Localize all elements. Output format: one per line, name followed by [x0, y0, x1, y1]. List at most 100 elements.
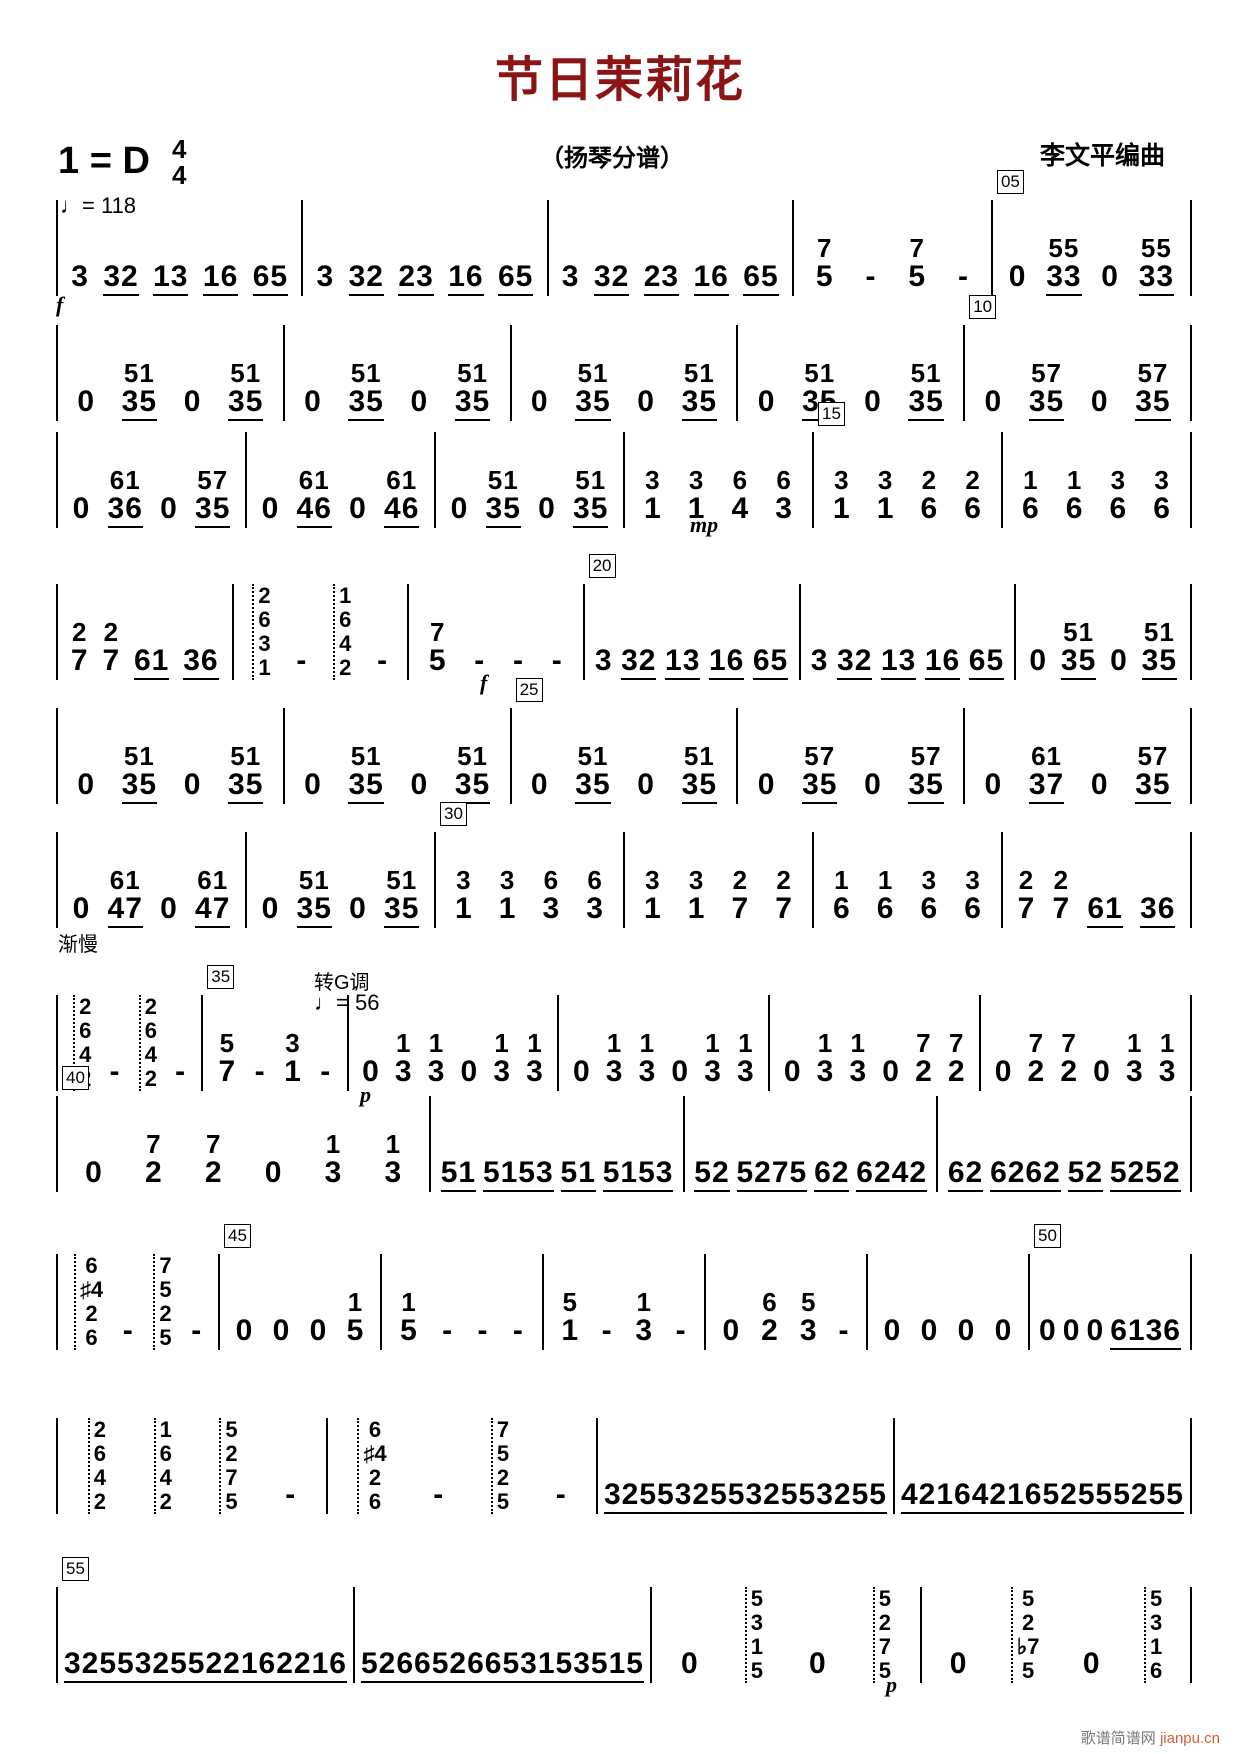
- note-group: 5255: [1042, 1480, 1114, 1514]
- note-group: 0: [758, 770, 776, 804]
- upper-notes: 1: [401, 1287, 417, 1317]
- lower-notes: 35: [681, 770, 718, 804]
- note-group: 5153: [602, 1158, 674, 1192]
- upper-notes: 51: [577, 741, 609, 771]
- measure-number: 40: [62, 1066, 89, 1090]
- measure: 4216 4216 5255 5255: [895, 1418, 1192, 1514]
- note-group: 62: [947, 1158, 984, 1192]
- upper-notes: 61: [197, 865, 229, 895]
- lower-notes: 6: [920, 492, 939, 525]
- upper-notes: 3: [499, 865, 516, 895]
- note-group: 3255: [816, 1480, 887, 1514]
- stacked-notes: 57 35: [908, 742, 944, 804]
- notes: 32: [837, 646, 873, 680]
- lower-notes: 6: [1065, 492, 1084, 525]
- note-group: -: [296, 646, 307, 680]
- measure: 45 0 0 0 1 5: [220, 1224, 382, 1350]
- notes: 3255: [816, 1480, 887, 1514]
- notes: 0: [637, 385, 655, 418]
- tempo-marking-2: ♩= 56: [314, 990, 380, 1015]
- notes: 6136: [1110, 1316, 1181, 1350]
- lower-notes: 1: [498, 892, 517, 925]
- notes: 32: [593, 262, 630, 296]
- note-group: 6262: [990, 1158, 1061, 1192]
- notes: 0: [637, 768, 655, 801]
- chord-note: 6: [339, 607, 352, 632]
- chord-note: 1: [159, 1417, 172, 1442]
- upper-notes: 6: [587, 865, 603, 895]
- note-group: 2216: [276, 1649, 347, 1683]
- note-group: 65: [968, 646, 1005, 680]
- notes: 65: [252, 262, 289, 296]
- note-group: 0: [958, 1316, 976, 1350]
- chord-note: 4: [339, 631, 352, 656]
- score-system: 40 0 7 2 7 2 0 1 3 1 3 51 5153 51 5153 52 5275 62 6242 62 62…: [56, 1066, 1193, 1192]
- chord-note: 5: [159, 1277, 172, 1302]
- upper-notes: 1: [834, 865, 850, 895]
- notes: -: [175, 1055, 187, 1088]
- note-group: 13: [880, 646, 917, 680]
- notes: -: [109, 1055, 121, 1088]
- notes: 32: [103, 262, 139, 296]
- lower-notes: 35: [908, 387, 944, 421]
- note-group: -: [175, 1057, 186, 1091]
- note-group: 3: [595, 646, 613, 680]
- notes: -: [122, 1314, 134, 1347]
- lower-notes: 35: [454, 387, 491, 421]
- notes: 0: [984, 768, 1003, 801]
- note-group: 0: [73, 894, 91, 928]
- notes: 32: [621, 646, 657, 680]
- lower-notes: 1: [455, 892, 473, 925]
- notes: 51: [560, 1158, 596, 1192]
- lower-notes: 7: [1052, 892, 1071, 925]
- upper-notes: 1: [877, 865, 894, 895]
- upper-notes: 1: [1127, 1028, 1143, 1058]
- chord-note: 3: [258, 631, 271, 656]
- upper-notes: 3: [645, 465, 661, 495]
- score-system: 2 6 4 2 1 6 4 2 5 2 7 5-6 ♯4 2 6-7 5 2 5-3255 3255 3255 3255…: [56, 1418, 1192, 1514]
- note-group: 0: [531, 770, 549, 804]
- note-group: 5275: [736, 1158, 808, 1192]
- note-group: 0: [758, 387, 776, 421]
- lower-notes: 3: [1158, 1055, 1177, 1088]
- chord-note: 6: [368, 1417, 382, 1442]
- score-system: 0 61 47 0 61 47 0 51 35 0 51 35 30 3 1 3 1 6 3 6 3 3 1 3 1 2 7 2 7 1 6…: [56, 802, 1192, 928]
- chord-note: 5: [1022, 1586, 1035, 1611]
- notes: 65: [498, 262, 534, 296]
- notes: 0: [882, 1055, 900, 1088]
- chord-note: 1: [750, 1634, 763, 1659]
- chord-note: 7: [878, 1634, 891, 1659]
- notes: 61: [1087, 894, 1123, 928]
- notes: 3255: [674, 1480, 746, 1514]
- notes: -: [513, 644, 524, 677]
- note-group: 0: [304, 770, 322, 804]
- note-group: 5266: [431, 1649, 503, 1683]
- note-group: 0: [864, 387, 882, 421]
- dynamic-forte: f: [480, 670, 488, 695]
- stacked-notes: 61 37: [1028, 742, 1065, 804]
- lower-notes: 2: [1060, 1055, 1078, 1088]
- upper-notes: 7: [909, 233, 925, 263]
- note-group: 0: [273, 1316, 291, 1350]
- chord-note: 2: [878, 1610, 891, 1635]
- upper-notes: 51: [575, 465, 607, 495]
- lower-notes: 35: [348, 770, 384, 804]
- upper-notes: 57: [1137, 358, 1169, 388]
- upper-notes: 6: [543, 865, 560, 895]
- measure-number: 25: [515, 678, 543, 702]
- note-group: 0: [1110, 646, 1128, 680]
- upper-notes: 3: [1110, 465, 1127, 495]
